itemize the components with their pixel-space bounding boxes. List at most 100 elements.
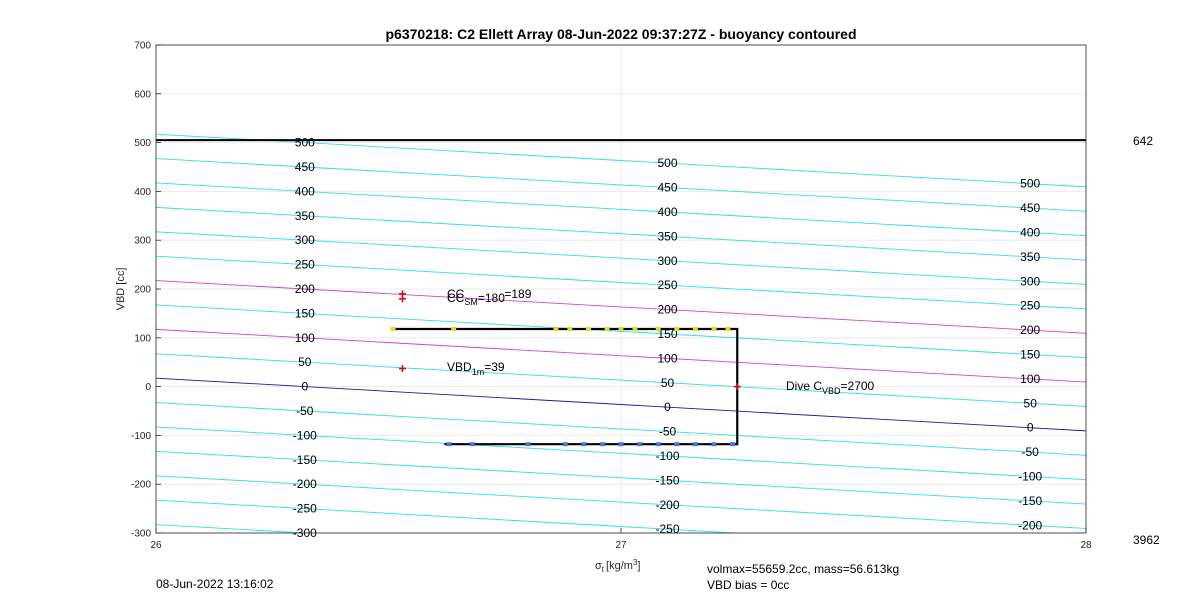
lower-sample-point (711, 442, 717, 447)
y-tick-label: 200 (134, 285, 151, 296)
x-axis-label-close: ] (637, 560, 640, 572)
lower-sample-point (692, 442, 698, 447)
contour-label: 100 (295, 331, 315, 345)
footer-volmax: volmax=55659.2cc, mass=56.613kg (707, 562, 899, 576)
contour-label: -50 (659, 425, 677, 439)
y-tick-label: 0 (145, 382, 151, 393)
y-tick-label: 700 (134, 41, 151, 52)
contour-label: -100 (293, 428, 317, 442)
cc-line1-label: CC (447, 287, 465, 301)
contour-label: 400 (295, 184, 315, 198)
contour-label: -50 (1022, 445, 1040, 459)
contour-labels: -300-250-200-150-100-5005010015020025030… (293, 136, 1043, 540)
lower-sample-point (730, 442, 736, 447)
contour-label: -150 (655, 473, 679, 487)
vbd-value: =39 (484, 360, 505, 374)
vbd-annotation: VBD1m=39 (447, 360, 505, 377)
red-plus-marker (398, 295, 406, 303)
lower-sample-point (655, 442, 661, 447)
contour-label: 0 (1027, 421, 1034, 435)
y-tick-label: -300 (131, 529, 151, 540)
y-tick-label: -100 (131, 431, 151, 442)
contour-line (156, 133, 1086, 188)
contour-label: 300 (657, 254, 677, 268)
contour-label: 350 (657, 229, 677, 243)
x-tick-label: 27 (615, 540, 627, 551)
contour-label: 50 (661, 376, 675, 390)
contour-label: 450 (295, 160, 315, 174)
contour-line (156, 206, 1086, 261)
contour-label: 500 (1020, 177, 1040, 191)
upper-sample-point (390, 327, 396, 332)
contour-label: 50 (1024, 396, 1038, 410)
dive-label: Dive C (786, 379, 822, 393)
cc-annotation-line2: CCSM=180 (447, 291, 505, 307)
contour-line (156, 231, 1086, 285)
contour-label: 250 (1020, 299, 1040, 313)
contour-label: -250 (655, 522, 679, 536)
contour-label: 450 (657, 181, 677, 195)
footer-timestamp: 08-Jun-2022 13:16:02 (156, 577, 274, 591)
contour-label: 100 (657, 351, 677, 365)
upper-sample-point (553, 327, 559, 332)
dive-value: =2700 (841, 379, 875, 393)
contour-line (156, 450, 1086, 505)
x-axis-label-symbol: σ (595, 560, 602, 572)
cc-annotation-line1: CC =189 (447, 287, 532, 301)
contour-line (156, 255, 1086, 310)
contour-label: -150 (293, 453, 317, 467)
lower-sample-point (599, 442, 605, 447)
contour-label: 0 (664, 400, 671, 414)
contour-label: -200 (1018, 518, 1042, 532)
contour-line (156, 475, 1086, 529)
cc-line2-sub: SM (464, 297, 478, 307)
contour-label: 0 (301, 380, 308, 394)
upper-sample-point (725, 327, 731, 332)
dive-sub: VBD (822, 386, 841, 396)
contour-line (156, 499, 744, 533)
contour-label: -250 (293, 502, 317, 516)
lower-sample-point (562, 442, 568, 447)
y-axis-label: VBD [cc] (115, 268, 127, 311)
y-tick-label: 600 (134, 89, 151, 100)
x-tick-label: 28 (1080, 540, 1092, 551)
contour-label: 200 (295, 282, 315, 296)
dive-annotation: Dive CVBD=2700 (786, 379, 875, 396)
x-tick-label: 26 (150, 540, 162, 551)
footer-bias: VBD bias = 0cc (707, 578, 789, 592)
contour-label: 500 (657, 156, 677, 170)
contour-line (156, 158, 1086, 212)
x-axis-label-sup: 3 (633, 558, 638, 567)
contour-line (156, 182, 1086, 237)
y-tick-label: 300 (134, 236, 151, 247)
cc-annotation: CC =189 CCSM=180 (447, 287, 532, 307)
contour-label: 450 (1020, 201, 1040, 215)
y-tick-label: -200 (131, 480, 151, 491)
chart-title: p6370218: C2 Ellett Array 08-Jun-2022 09… (386, 26, 857, 42)
lower-sample-point (446, 442, 452, 447)
contour-label: 150 (1020, 348, 1040, 362)
contour-label: 100 (1020, 372, 1040, 386)
upper-sample-point (711, 327, 717, 332)
contour-label: 200 (657, 303, 677, 317)
contour-line (156, 280, 1086, 334)
red-plus-marker (733, 383, 741, 391)
hline-label: 642 (1133, 134, 1153, 148)
x-axis-label: σt [kg/m3] (595, 558, 640, 574)
x-axis-label-sub: t (602, 565, 605, 574)
contour-label: 300 (295, 233, 315, 247)
contour-label: -200 (655, 498, 679, 512)
contour-label: -100 (655, 449, 679, 463)
upper-sample-point (674, 327, 680, 332)
upper-sample-point (692, 327, 698, 332)
bottom-right-label: 3962 (1133, 533, 1160, 547)
contour-label: 350 (1020, 250, 1040, 264)
contour-line (156, 402, 1086, 456)
contour-label: 500 (295, 136, 315, 150)
lower-sample-point (637, 442, 643, 447)
upper-sample-point (618, 327, 624, 332)
vbd-label: VBD (447, 360, 472, 374)
cc-line2-label: CC (447, 291, 465, 305)
contour-label: -100 (1018, 470, 1042, 484)
